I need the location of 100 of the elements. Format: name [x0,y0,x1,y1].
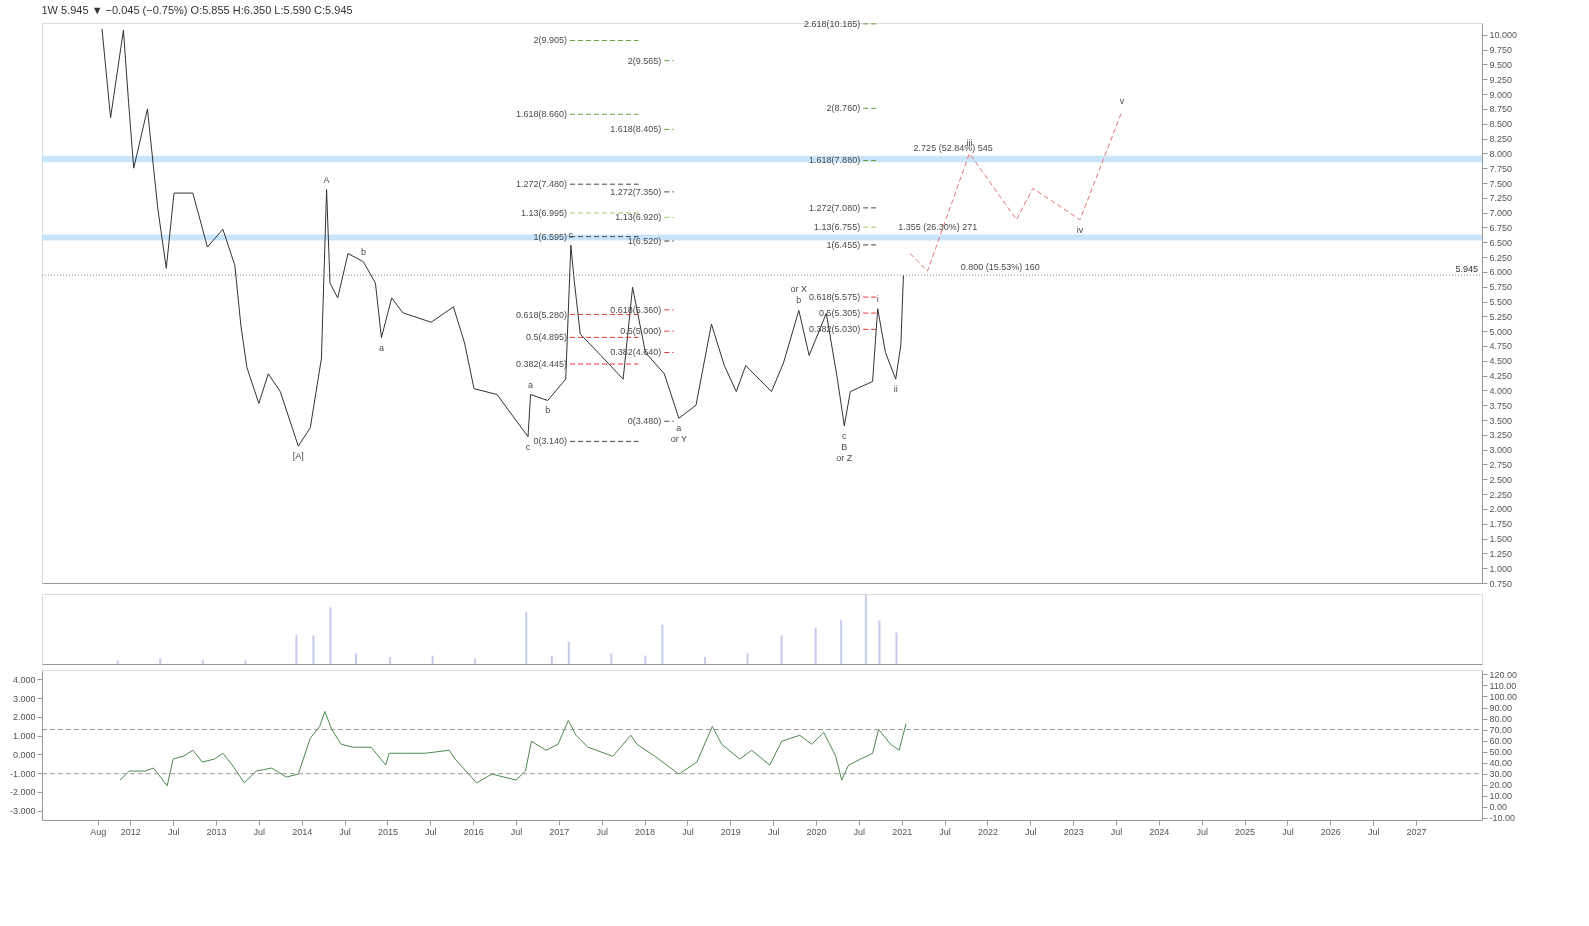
bar [312,635,315,664]
y-tick-label: 1.500 [1489,534,1513,545]
y-tick-label: -3.000 [9,806,36,817]
y2-tick-label: 30.00 [1489,769,1513,780]
y-tick-label: 3.000 [1489,445,1513,456]
annotation: 1.272(7.080) [809,202,861,213]
x-tick-label: 2015 [377,826,398,837]
y-tick-label: 3.500 [1489,415,1513,426]
bar [780,635,783,664]
x-tick-label: 2013 [206,826,227,837]
x-tick-label: 2017 [549,826,570,837]
x-tick-label: Jul [682,826,694,837]
bar [389,657,392,664]
y-tick-label: 0.750 [1489,578,1513,589]
y-tick-label: 6.750 [1489,222,1513,233]
x-tick-label: 2018 [635,826,656,837]
x-tick-label: Jul [1196,826,1208,837]
bar [474,658,477,664]
annotation: 1(6.595) [533,231,567,242]
x-tick-label: Jul [167,826,180,837]
y-tick-label: 8.000 [1489,148,1513,159]
annotation: 1(6.520) [627,236,662,247]
annotation: a [378,342,384,353]
x-tick-label: 2022 [977,826,998,837]
x-tick-label: Jul [1025,826,1037,837]
y-tick-label: 2.000 [12,712,36,723]
annotation: or Z [836,452,853,463]
annotation: b [360,246,366,257]
y-tick-label: 1.750 [1489,519,1513,530]
y-tick-label: 6.500 [1489,237,1513,248]
bar [895,632,898,664]
x-tick-label: Jul [425,826,437,837]
y-tick-label: 7.750 [1489,163,1513,174]
y-tick-label: 2.750 [1489,459,1513,470]
bar [567,641,570,664]
y2-tick-label: 100.00 [1489,691,1518,702]
bar [525,612,528,664]
y-tick-label: 0.000 [12,749,36,760]
x-tick-label: Jul [939,826,951,837]
annotation: b [545,405,551,416]
annotation: [A] [292,451,304,462]
y-tick-label: 7.000 [1489,208,1513,219]
annotation: 0.800 (15.53%) 160 [960,262,1040,273]
x-tick-label: 2024 [1149,826,1170,837]
y-tick-label: 5.500 [1489,297,1513,308]
y-tick-label: 5.000 [1489,326,1513,337]
ref-line-label: 5.945 [1455,264,1478,275]
x-tick-label: 2021 [892,826,913,837]
annotation: 2(9.905) [533,35,567,46]
y-tick-label: 2.250 [1489,489,1513,500]
annotation: 1.355 (26.30%) 271 [898,221,978,232]
annotation: 0(3.140) [533,436,567,447]
y-tick-label: 2.000 [1489,504,1513,515]
x-tick-label: Jul [1110,826,1123,837]
annotation: a [528,379,534,390]
y-tick-label: -1.000 [9,768,36,779]
y-tick-label: 8.250 [1489,134,1513,145]
annotation: 0.5(5.305) [819,308,861,319]
y-tick-label: 3.250 [1489,430,1513,441]
y-tick-label: 3.000 [12,693,36,704]
annotation: c [525,441,531,452]
x-tick-label: Jul [1367,826,1380,837]
annotation: 0.618(5.575) [809,292,861,303]
x-tick-label: Jul [510,826,523,837]
y-tick-label: 7.500 [1489,178,1513,189]
y-tick-label: 1.000 [12,731,36,742]
annotation: 1.272(7.350) [610,186,662,197]
bar [295,635,298,664]
annotation: v [1119,96,1125,107]
bar [878,620,881,664]
x-tick-label: 2019 [720,826,741,837]
x-tick-label: 2027 [1406,826,1427,837]
y-tick-label: 10.000 [1489,30,1518,41]
y2-tick-label: 60.00 [1489,736,1513,747]
annotation: 1.13(6.995) [520,207,567,218]
x-tick-label: Jul [767,826,780,837]
annotation: 1.13(6.920) [615,212,662,223]
y-tick-label: 8.750 [1489,104,1513,115]
y-tick-label: 4.500 [1489,356,1513,367]
annotation: 0.5(4.895) [525,332,567,343]
y2-tick-label: 110.00 [1489,680,1517,691]
annotation: b [796,295,802,306]
annotation: iv [1076,224,1084,235]
y-tick-label: 6.000 [1489,267,1513,278]
x-tick-label: Jul [1282,826,1294,837]
x-tick-label: 2014 [292,826,313,837]
y-tick-label: 9.250 [1489,74,1513,85]
y2-tick-label: 40.00 [1489,758,1513,769]
annotation: 1.618(8.660) [515,109,567,120]
annotation: 0(3.480) [627,416,662,427]
y-tick-label: 5.750 [1489,282,1513,293]
annotation: 1.272(7.480) [515,179,567,190]
bar [201,659,204,664]
x-tick-label: Aug [90,826,107,837]
annotation: a [676,423,682,434]
y2-tick-label: 10.00 [1489,791,1513,802]
y-tick-label: 3.750 [1489,400,1513,411]
chart-title: 1W 5.945 ▼ −0.045 (−0.75%) O:5.855 H:6.350 L:5.590 C:5.945 [41,3,353,16]
y-tick-label: 4.000 [1489,385,1513,396]
bar [703,657,706,664]
